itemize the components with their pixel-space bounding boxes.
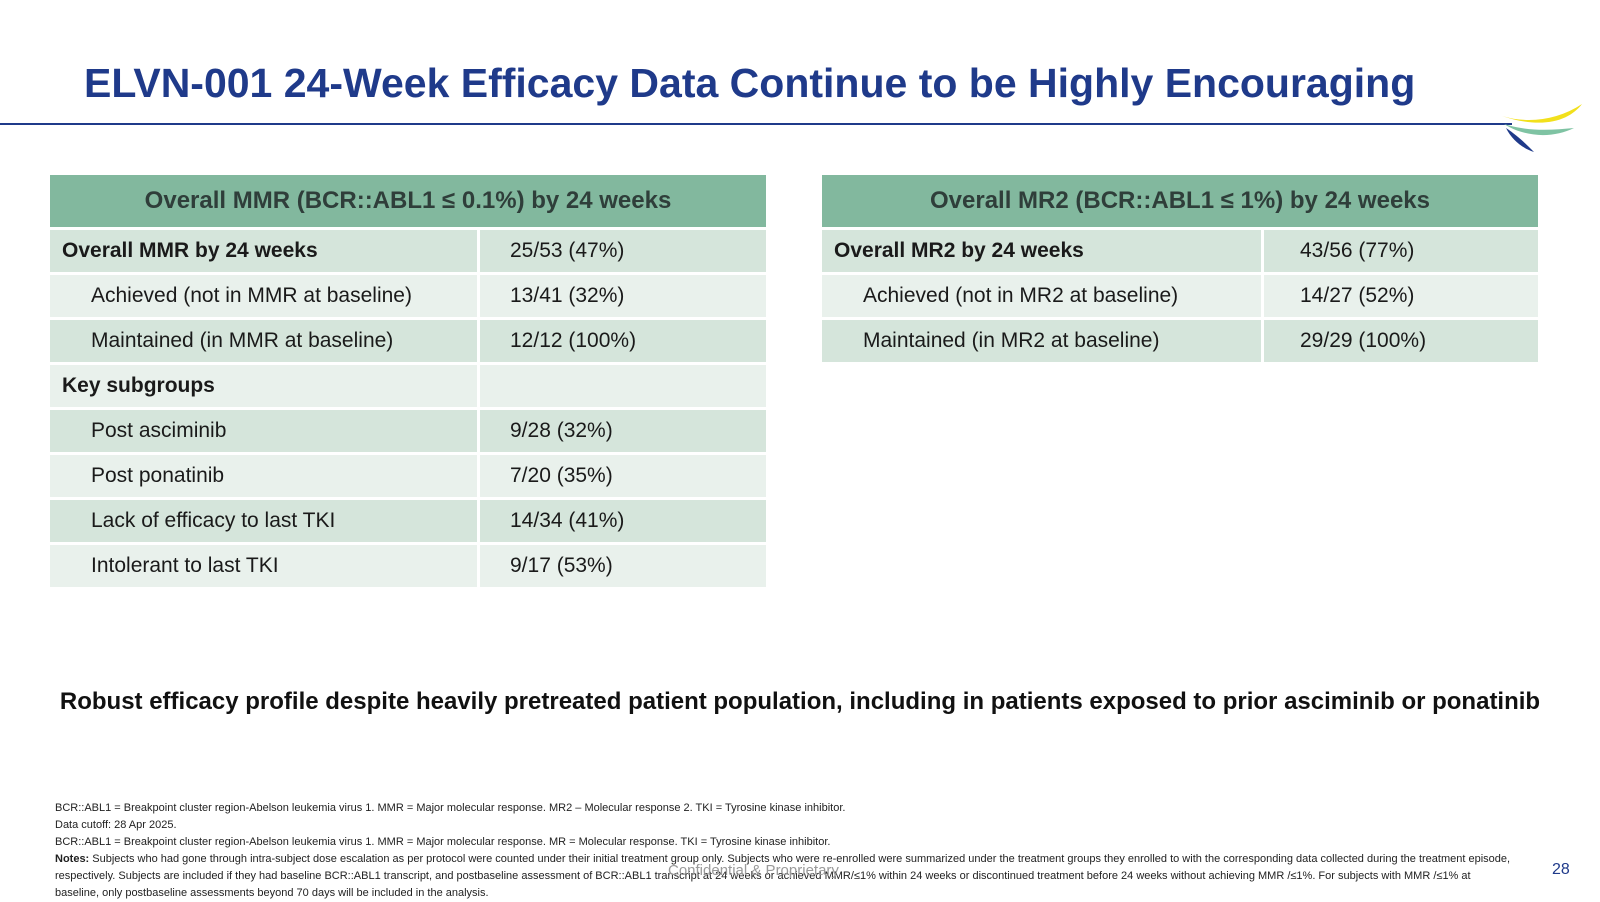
row-label: Post ponatinib	[50, 455, 480, 497]
page-title: ELVN-001 24-Week Efficacy Data Continue …	[84, 60, 1416, 106]
row-value: 14/34 (41%)	[480, 500, 766, 542]
row-label: Maintained (in MMR at baseline)	[50, 320, 480, 362]
title-divider	[0, 123, 1512, 125]
footnote-notes: Notes: Subjects who had gone through int…	[55, 851, 1515, 902]
row-label: Maintained (in MR2 at baseline)	[822, 320, 1264, 362]
footnote-line: BCR::ABL1 = Breakpoint cluster region-Ab…	[55, 802, 846, 814]
row-label: Achieved (not in MMR at baseline)	[50, 275, 480, 317]
mmr-table: Overall MMR (BCR::ABL1 ≤ 0.1%) by 24 wee…	[50, 172, 766, 590]
table-row: Post ponatinib 7/20 (35%)	[50, 455, 766, 497]
table-row: Achieved (not in MMR at baseline) 13/41 …	[50, 275, 766, 317]
notes-text: Subjects who had gone through intra-subj…	[55, 853, 1511, 899]
row-label: Lack of efficacy to last TKI	[50, 500, 480, 542]
logo-yellow-swoosh	[1502, 104, 1582, 123]
footnotes: BCR::ABL1 = Breakpoint cluster region-Ab…	[55, 800, 1515, 902]
mmr-table-header: Overall MMR (BCR::ABL1 ≤ 0.1%) by 24 wee…	[50, 175, 766, 227]
table-row: Achieved (not in MR2 at baseline) 14/27 …	[822, 275, 1538, 317]
row-value: 14/27 (52%)	[1264, 275, 1538, 317]
page-number: 28	[1552, 861, 1570, 878]
key-takeaway: Robust efficacy profile despite heavily …	[59, 688, 1541, 715]
notes-label: Notes:	[55, 853, 90, 865]
row-value: 25/53 (47%)	[480, 230, 766, 272]
row-label: Achieved (not in MR2 at baseline)	[822, 275, 1264, 317]
row-value: 9/17 (53%)	[480, 545, 766, 587]
row-value: 9/28 (32%)	[480, 410, 766, 452]
logo-green-swoosh	[1504, 124, 1574, 136]
mr2-table-header: Overall MR2 (BCR::ABL1 ≤ 1%) by 24 weeks	[822, 175, 1538, 227]
row-label: Post asciminib	[50, 410, 480, 452]
row-label: Intolerant to last TKI	[50, 545, 480, 587]
row-value: 43/56 (77%)	[1264, 230, 1538, 272]
table-row: Maintained (in MR2 at baseline) 29/29 (1…	[822, 320, 1538, 362]
row-label: Key subgroups	[50, 365, 480, 407]
company-logo	[1502, 104, 1582, 152]
row-label: Overall MR2 by 24 weeks	[822, 230, 1264, 272]
row-label: Overall MMR by 24 weeks	[50, 230, 480, 272]
confidential-watermark: Confidential & Proprietary	[668, 862, 839, 879]
table-row: Lack of efficacy to last TKI 14/34 (41%)	[50, 500, 766, 542]
table-row: Overall MMR by 24 weeks 25/53 (47%)	[50, 230, 766, 272]
table-row: Intolerant to last TKI 9/17 (53%)	[50, 545, 766, 587]
table-row: Overall MR2 by 24 weeks 43/56 (77%)	[822, 230, 1538, 272]
row-value: 29/29 (100%)	[1264, 320, 1538, 362]
mr2-table: Overall MR2 (BCR::ABL1 ≤ 1%) by 24 weeks…	[822, 172, 1538, 365]
footnote-line: BCR::ABL1 = Breakpoint cluster region-Ab…	[55, 836, 831, 848]
logo-blue-swoosh	[1506, 128, 1534, 152]
row-value: 7/20 (35%)	[480, 455, 766, 497]
table-row: Post asciminib 9/28 (32%)	[50, 410, 766, 452]
footnote-line: Data cutoff: 28 Apr 2025.	[55, 819, 177, 831]
row-value: 13/41 (32%)	[480, 275, 766, 317]
table-row: Maintained (in MMR at baseline) 12/12 (1…	[50, 320, 766, 362]
row-value: 12/12 (100%)	[480, 320, 766, 362]
table-row: Key subgroups	[50, 365, 766, 407]
row-value	[480, 365, 766, 407]
